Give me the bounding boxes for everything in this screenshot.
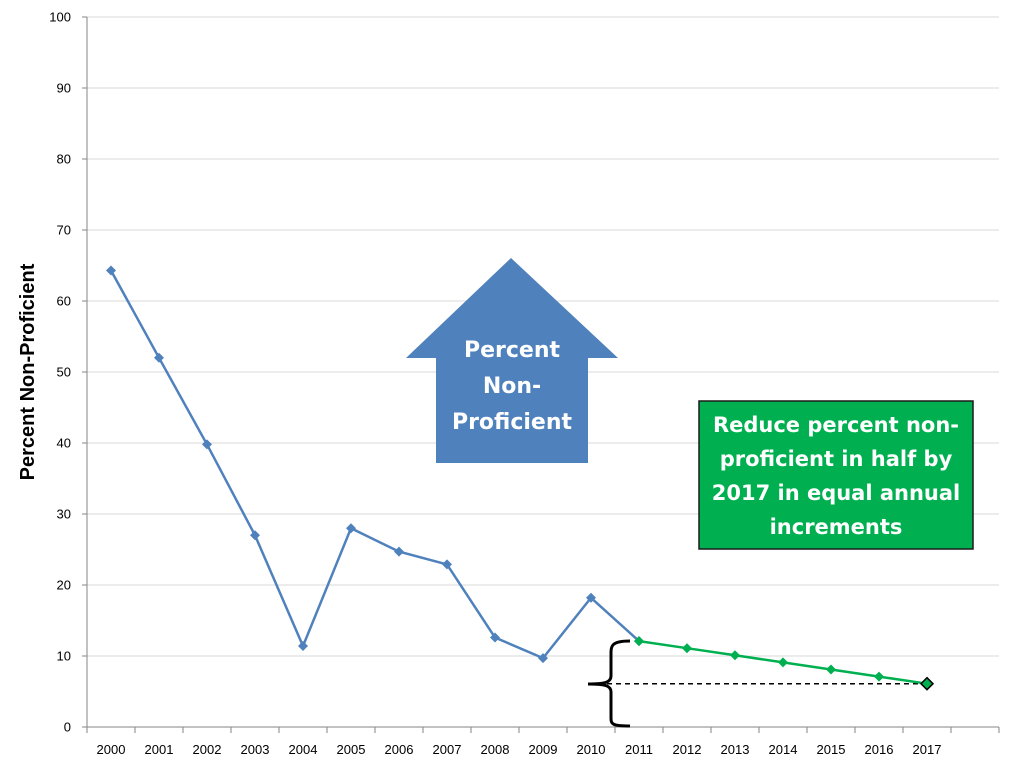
x-tick-labels: 2000 2001 2002 2003 2004 2005 2006 2007 2008 2009… [97, 742, 942, 757]
goal-box-label-line: 2017 in equal annual [712, 481, 961, 505]
goal-annotation-box: Reduce percent non-proficient in half by… [698, 400, 974, 550]
goal-box-label-line: proficient in half by [720, 447, 953, 471]
series-1-point [778, 657, 788, 668]
x-tick-label: 2016 [865, 742, 894, 757]
x-tick-label: 2011 [625, 742, 653, 757]
arrow-label-line: Non- [483, 374, 541, 399]
x-tick-label: 2017 [913, 742, 942, 757]
curly-brace [587, 639, 631, 728]
y-tick-label: 70 [57, 223, 71, 238]
x-tick-label: 2000 [97, 742, 126, 757]
series-0-point [106, 265, 116, 276]
y-tick-labels: 0 10 20 30 40 50 60 70 80 90 100 [49, 10, 71, 735]
series-1-point [874, 671, 884, 682]
goal-box-label-line: increments [770, 515, 903, 539]
arrow-label: Percent Non- Proficient [452, 338, 573, 435]
series-0-point [490, 632, 500, 643]
series-0-point [586, 592, 596, 603]
x-tick-label: 2009 [529, 742, 558, 757]
series-1-point [730, 650, 740, 661]
percent-non-proficient-arrow: Percent Non- Proficient [406, 258, 618, 463]
y-axis-label: Percent Non-Proficient [17, 263, 39, 480]
x-tick-label: 2005 [337, 742, 366, 757]
series-0-point [250, 530, 260, 541]
x-tick-label: 2012 [673, 742, 702, 757]
series-1-point [634, 636, 644, 647]
series-0-point [442, 559, 452, 570]
y-tick-label: 20 [57, 578, 71, 593]
series-0-line [109, 269, 640, 660]
arrow-label-line: Proficient [452, 410, 573, 435]
series-0-point [538, 653, 548, 664]
x-tick-label: 2007 [433, 742, 462, 757]
x-tick-label: 2015 [817, 742, 846, 757]
y-tick-label: 30 [57, 507, 71, 522]
y-tick-label: 100 [49, 10, 71, 25]
y-tick-label: 40 [57, 436, 71, 451]
x-tick-label: 2003 [241, 742, 270, 757]
goal-box-label-line: Reduce percent non- [713, 413, 959, 437]
arrow-label-line: Percent [464, 338, 561, 363]
series-1-point [682, 643, 692, 654]
x-tick-label: 2004 [289, 742, 318, 757]
series-0-point [202, 439, 212, 450]
x-tick-label: 2002 [193, 742, 222, 757]
series-0-point [394, 546, 404, 557]
arrow-shape [406, 258, 618, 463]
data-series [106, 265, 935, 691]
series-1-point [919, 676, 935, 691]
y-tick-label: 60 [57, 294, 71, 309]
y-tick-label: 90 [57, 81, 71, 96]
series-1-point [826, 664, 836, 675]
x-tick-label: 2014 [769, 742, 798, 757]
series-0-point [154, 352, 164, 363]
x-tick-label: 2013 [721, 742, 750, 757]
x-tick-label: 2010 [577, 742, 606, 757]
x-tick-label: 2001 [145, 742, 174, 757]
axes [82, 16, 1000, 733]
x-tick-label: 2008 [481, 742, 510, 757]
y-tick-label: 0 [64, 720, 71, 735]
series-0-point [346, 523, 356, 534]
series-0-point [298, 641, 308, 652]
goal-box-label: Reduce percent non-proficient in half by… [712, 413, 961, 539]
y-tick-label: 50 [57, 365, 71, 380]
x-tick-label: 2006 [385, 742, 414, 757]
y-tick-label: 80 [57, 152, 71, 167]
y-tick-label: 10 [57, 649, 71, 664]
goal-box-shape [698, 400, 974, 550]
